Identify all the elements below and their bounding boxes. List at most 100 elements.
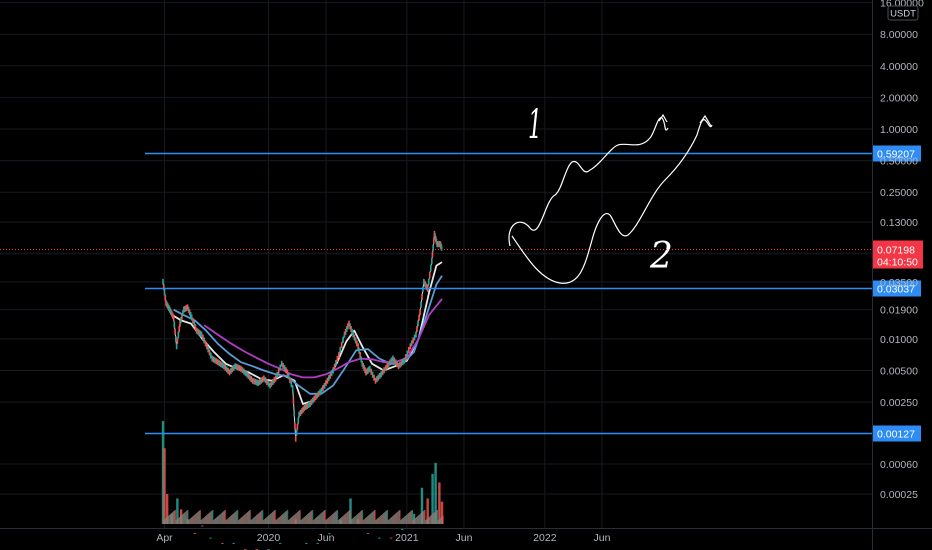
- volume-bar: [224, 510, 226, 524]
- volume-bar: [370, 513, 373, 524]
- x-tick-label: 2022: [533, 532, 557, 544]
- candle: [362, 362, 364, 369]
- volume-bar: [401, 519, 403, 524]
- volume-bar: [405, 515, 408, 524]
- volume-bar: [273, 511, 275, 524]
- candle: [207, 346, 209, 353]
- candle: [291, 385, 294, 392]
- volume-bar: [442, 516, 444, 524]
- volume-bar: [369, 514, 372, 524]
- candle: [263, 375, 265, 382]
- candle: [210, 352, 212, 359]
- candle: [381, 369, 384, 376]
- x-tick-label: Apr: [156, 532, 173, 544]
- candle: [264, 377, 267, 384]
- volume-bar: [276, 519, 279, 524]
- volume-bar: [223, 511, 225, 524]
- candle: [431, 258, 433, 265]
- volume-bar: [248, 511, 250, 524]
- candle: [173, 321, 176, 328]
- candle: [350, 326, 352, 333]
- volume-bar: [344, 514, 347, 524]
- candle: [326, 377, 329, 384]
- volume-bar: [203, 517, 206, 524]
- volume-bar: [219, 514, 222, 524]
- candle: [273, 377, 276, 384]
- volume-bar: [173, 511, 175, 524]
- volume-bar: [378, 517, 381, 524]
- volume-bar: [209, 537, 212, 539]
- candle: [386, 363, 389, 370]
- volume-bar: [262, 520, 265, 524]
- volume-bar: [202, 518, 205, 524]
- candle: [309, 400, 311, 407]
- candle: [168, 305, 170, 312]
- candle: [269, 382, 271, 389]
- volume-bar: [367, 516, 369, 524]
- x-tick-label: Jun: [317, 532, 334, 544]
- volume-bar: [194, 514, 197, 524]
- candle: [338, 352, 340, 359]
- volume-bar: [187, 520, 190, 524]
- y-tick-label: 0.00060: [880, 459, 918, 471]
- candle: [359, 352, 361, 359]
- volume-bar: [231, 515, 233, 524]
- candle: [440, 244, 443, 251]
- y-tick-label: 0.00250: [880, 397, 918, 409]
- volume-bar: [360, 511, 362, 524]
- volume-bar: [280, 515, 283, 524]
- projection-path-1[interactable]: [508, 117, 669, 247]
- chart-background: [0, 0, 872, 528]
- x-tick-label: 2020: [257, 532, 281, 544]
- candle: [223, 363, 225, 370]
- candle: [314, 393, 317, 400]
- candle: [172, 314, 175, 321]
- volume-bar: [238, 519, 241, 524]
- volume-bar: [216, 517, 218, 524]
- candle: [412, 337, 414, 344]
- volume-bar: [166, 517, 169, 524]
- candle: [404, 354, 407, 361]
- volume-bar: [279, 516, 282, 524]
- candle: [384, 365, 387, 372]
- candle: [299, 409, 302, 416]
- volume-bar: [347, 511, 350, 524]
- candle: [230, 367, 232, 374]
- volume-bar: [191, 517, 193, 524]
- candle: [194, 324, 197, 331]
- volume-bar: [207, 514, 209, 524]
- volume-bar: [211, 510, 214, 524]
- candle: [166, 301, 168, 308]
- volume-bar: [372, 511, 375, 524]
- volume-bar: [307, 514, 309, 524]
- candle: [363, 365, 365, 372]
- candle: [181, 313, 183, 320]
- candle: [340, 341, 343, 348]
- volume-bar: [366, 517, 368, 524]
- candle: [345, 326, 348, 333]
- level-badge-0.59207: [873, 145, 921, 162]
- volume-bar: [389, 518, 392, 524]
- candle: [243, 368, 245, 375]
- volume-bar: [226, 519, 229, 524]
- drawings[interactable]: 1 2: [508, 101, 713, 284]
- volume-bar: [167, 516, 170, 524]
- volume-bar: [278, 517, 281, 524]
- candle: [289, 377, 291, 384]
- volume-bar: [227, 518, 230, 524]
- volume-bar: [229, 516, 232, 524]
- candle: [202, 334, 204, 341]
- volume-bar: [263, 519, 266, 524]
- candle: [373, 374, 375, 381]
- volume-bar: [435, 511, 437, 524]
- volume-bar: [232, 514, 234, 524]
- horizontal-levels[interactable]: 0.59207 0.03037 0.00127: [145, 145, 921, 442]
- candle: [294, 435, 297, 442]
- volume-bar: [363, 519, 366, 524]
- time-axis[interactable]: Apr 2020 Jun 2021 Jun 2022 Jun: [156, 532, 610, 544]
- candle: [238, 365, 241, 372]
- y-tick-label: 4.00000: [880, 61, 918, 73]
- y-tick-label: 0.00025: [880, 489, 918, 501]
- volume-bar: [362, 520, 365, 524]
